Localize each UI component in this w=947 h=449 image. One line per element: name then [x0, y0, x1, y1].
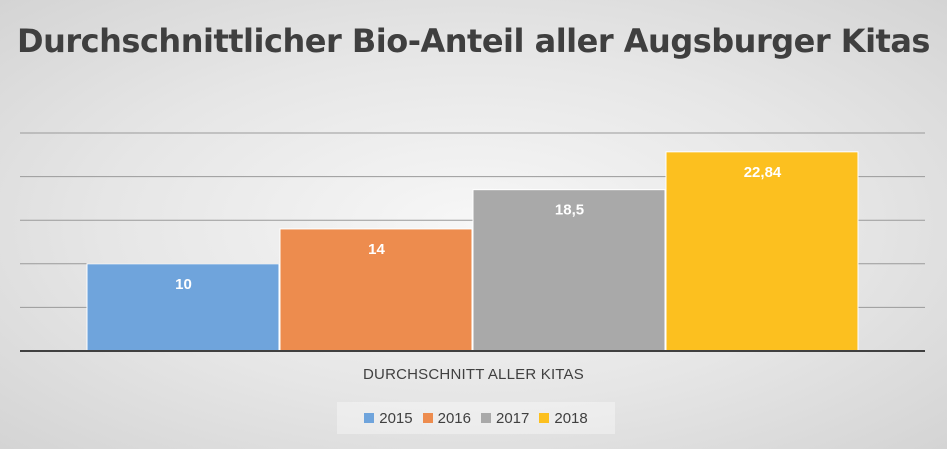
data-labels: 10 14 18,5 22,84: [175, 164, 782, 293]
bars: [86, 151, 859, 352]
legend-label: 2015: [379, 409, 413, 427]
legend-label: 2018: [554, 409, 588, 427]
legend-item-2017: 2017: [481, 410, 529, 427]
legend: 2015 2016 2017 2018: [337, 402, 615, 434]
data-label-2018: 22,84: [744, 164, 782, 181]
bar-2018: [665, 151, 859, 352]
legend-swatch: [422, 413, 433, 423]
legend-label: 2017: [496, 409, 530, 427]
legend-item-2015: 2015: [364, 409, 413, 427]
legend-item-2016: 2016: [422, 409, 471, 427]
legend-swatch: [539, 413, 550, 423]
bar-2017: [472, 189, 666, 352]
bar-2016: [279, 228, 473, 352]
legend-swatch: [364, 413, 375, 423]
data-label-2016: 14: [368, 241, 385, 258]
legend-swatch: [481, 413, 491, 423]
data-label-2015: 10: [175, 276, 192, 293]
legend-item-2018: 2018: [539, 409, 588, 427]
x-category-label: DURCHSCHNITT ALLER KITAS: [363, 366, 584, 383]
data-label-2017: 18,5: [555, 202, 584, 219]
legend-label: 2016: [437, 409, 471, 427]
bar-2015: [86, 263, 280, 352]
chart-title: Durchschnittlicher Bio-Anteil aller Augs…: [17, 22, 930, 60]
